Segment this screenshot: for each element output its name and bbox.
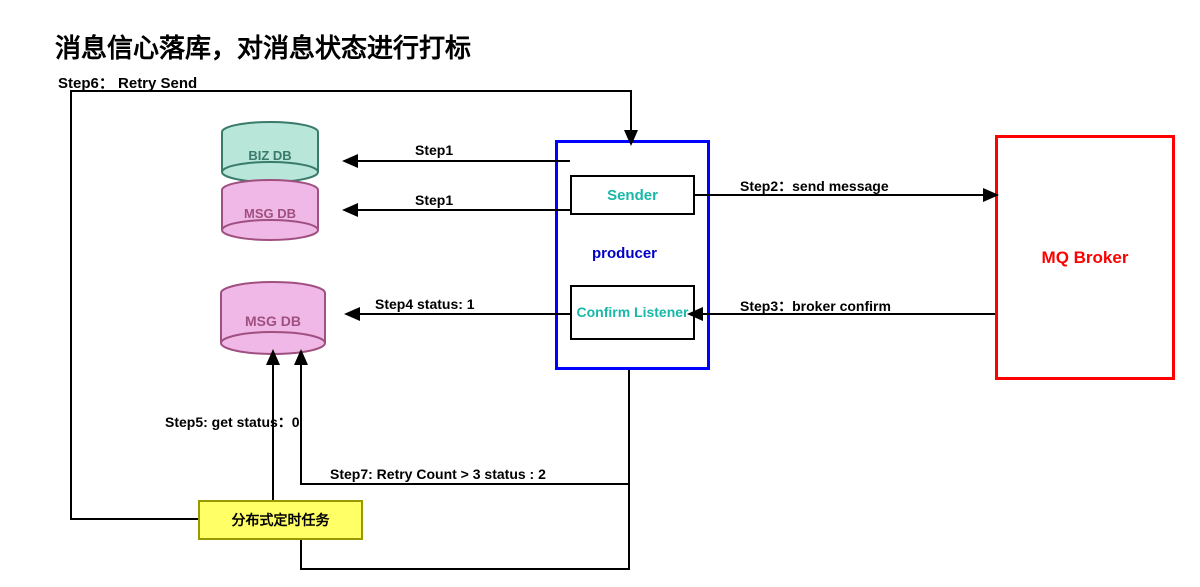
arrow-step3 xyxy=(687,307,703,321)
step4-label: Step4 status: 1 xyxy=(375,296,475,312)
step1b-label: Step1 xyxy=(415,192,453,208)
arrow-step1a xyxy=(342,154,358,168)
step7-label: Step7: Retry Count > 3 status : 2 xyxy=(330,466,546,482)
msg-db2-label: MSG DB xyxy=(245,313,301,329)
edge-step4 xyxy=(360,313,570,315)
arrow-step4 xyxy=(344,307,360,321)
page-title: 消息信心落库，对消息状态进行打标 xyxy=(55,28,471,65)
step5-label: Step5: get status：0 xyxy=(165,412,300,432)
msg-db1-cylinder: MSG DB xyxy=(220,178,320,243)
edge-step6-seg2 xyxy=(70,90,72,520)
biz-db-cylinder: BIZ DB xyxy=(220,120,320,185)
edge-step7-seg1 xyxy=(300,540,302,570)
scheduler-box: 分布式定时任务 xyxy=(198,500,363,540)
arrow-step1b xyxy=(342,203,358,217)
arrow-step5 xyxy=(266,349,280,365)
msg-db2-cylinder: MSG DB xyxy=(218,280,328,358)
edge-step7-seg5 xyxy=(300,363,302,485)
edge-step6-seg4 xyxy=(630,90,632,134)
step6-label: Step6： Retry Send xyxy=(58,72,197,93)
edge-step7-seg3 xyxy=(628,370,630,570)
arrow-step7 xyxy=(294,349,308,365)
arrow-step6 xyxy=(624,130,638,146)
edge-step7-seg2 xyxy=(300,568,630,570)
step2-label: Step2：send message xyxy=(740,176,889,196)
edge-step7-seg4 xyxy=(300,483,630,485)
step3-label: Step3：broker confirm xyxy=(740,296,891,316)
producer-label: producer xyxy=(592,245,657,262)
edge-step1a xyxy=(358,160,570,162)
msg-db1-label: MSG DB xyxy=(244,206,296,221)
arrow-step2 xyxy=(983,188,999,202)
edge-step6-seg1 xyxy=(70,518,198,520)
confirm-listener-box: Confirm Listener xyxy=(570,285,695,340)
edge-step1b xyxy=(358,209,570,211)
step1a-label: Step1 xyxy=(415,142,453,158)
mq-broker-box: MQ Broker xyxy=(995,135,1175,380)
sender-box: Sender xyxy=(570,175,695,215)
biz-db-label: BIZ DB xyxy=(248,148,291,163)
